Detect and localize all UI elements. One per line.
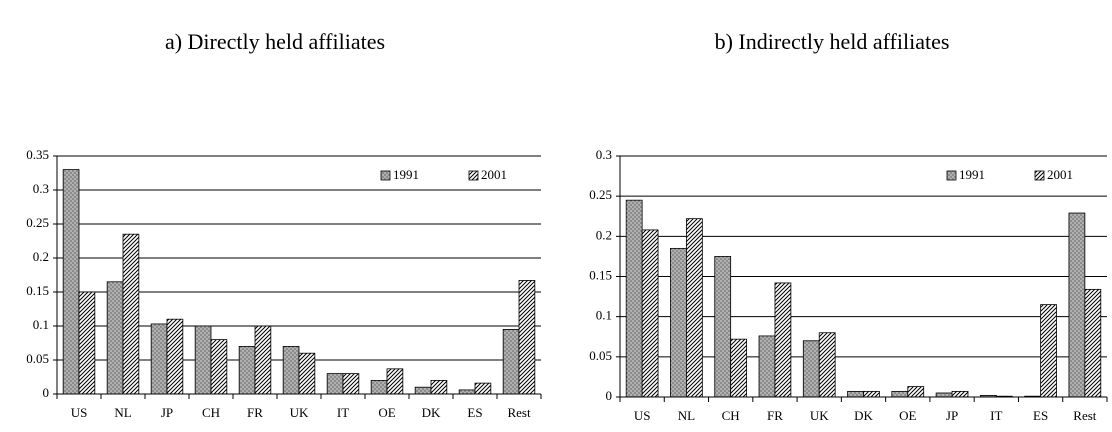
- bar: [194, 325, 212, 395]
- bar: [370, 379, 388, 395]
- y-tick-label: 0.15: [26, 283, 49, 298]
- x-tick-label: JP: [946, 408, 958, 423]
- bar: [78, 291, 96, 395]
- x-tick-label: JP: [161, 405, 173, 420]
- bar: [166, 318, 184, 395]
- bar: [863, 390, 880, 398]
- x-tick-label: US: [634, 408, 651, 423]
- bar: [1084, 288, 1102, 398]
- bar: [298, 352, 316, 395]
- chart-title: b) Indirectly held affiliates: [715, 29, 950, 54]
- y-tick-label: 0.3: [596, 147, 612, 162]
- bar: [686, 218, 703, 398]
- bar: [518, 280, 536, 395]
- bar: [238, 345, 256, 395]
- x-tick-label: NL: [678, 408, 695, 423]
- x-tick-label: FR: [247, 405, 263, 420]
- y-tick-label: 0.2: [596, 227, 612, 242]
- x-tick-label: CH: [202, 405, 220, 420]
- bar: [714, 256, 732, 398]
- y-tick-label: 0: [43, 385, 50, 400]
- y-tick-label: 0.1: [33, 317, 49, 332]
- y-tick-label: 0.05: [26, 351, 49, 366]
- bar: [1068, 212, 1086, 398]
- bar: [122, 233, 140, 395]
- x-tick-label: Rest: [507, 405, 531, 420]
- y-tick-label: 0.25: [26, 215, 49, 230]
- bar: [951, 390, 969, 398]
- legend-label: 2001: [481, 167, 507, 182]
- bar: [210, 339, 228, 395]
- x-tick-label: CH: [722, 408, 740, 423]
- y-tick-label: 0.05: [589, 348, 612, 363]
- bar: [386, 368, 404, 395]
- x-tick-label: ES: [1033, 408, 1048, 423]
- bar: [641, 229, 659, 398]
- x-tick-label: UK: [810, 408, 829, 423]
- y-tick-label: 0.2: [33, 249, 49, 264]
- bar: [326, 373, 344, 395]
- bar: [891, 390, 909, 398]
- x-tick-label: DK: [854, 408, 873, 423]
- bar: [430, 379, 448, 395]
- bar: [106, 281, 124, 395]
- legend-swatch: [380, 170, 391, 181]
- bar: [458, 389, 476, 395]
- chart-title: a) Directly held affiliates: [165, 29, 385, 54]
- x-tick-label: OE: [378, 405, 395, 420]
- legend-label: 1991: [959, 167, 985, 182]
- bar: [847, 390, 864, 398]
- bar: [1040, 304, 1057, 398]
- x-tick-label: OE: [899, 408, 916, 423]
- bar: [502, 328, 520, 395]
- bar: [62, 169, 80, 395]
- legend-swatch: [946, 170, 957, 181]
- bar: [802, 340, 820, 398]
- x-tick-label: FR: [767, 408, 783, 423]
- bar: [282, 345, 300, 395]
- x-tick-label: ES: [467, 405, 482, 420]
- y-tick-label: 0.15: [589, 267, 612, 282]
- y-tick-label: 0.25: [589, 187, 612, 202]
- bar: [907, 386, 925, 398]
- y-tick-label: 0: [606, 388, 613, 403]
- legend-swatch: [1034, 170, 1045, 181]
- bar: [670, 247, 687, 398]
- bar: [150, 323, 168, 395]
- x-tick-label: US: [71, 405, 88, 420]
- x-tick-label: Rest: [1073, 408, 1097, 423]
- legend-swatch: [468, 170, 479, 181]
- bar: [774, 282, 792, 398]
- y-tick-label: 0.3: [33, 181, 49, 196]
- y-tick-label: 0.35: [26, 147, 49, 162]
- bar: [414, 386, 432, 395]
- bar: [818, 332, 836, 398]
- bar: [474, 382, 492, 395]
- bar: [625, 199, 643, 398]
- bar: [254, 325, 272, 395]
- x-tick-label: NL: [114, 405, 131, 420]
- bar: [758, 335, 776, 398]
- x-tick-label: IT: [990, 408, 1002, 423]
- x-tick-label: UK: [290, 405, 309, 420]
- bar: [342, 373, 360, 395]
- y-tick-label: 0.1: [596, 308, 612, 323]
- legend-label: 1991: [393, 167, 419, 182]
- bar: [935, 392, 953, 398]
- legend-label: 2001: [1047, 167, 1073, 182]
- x-tick-label: DK: [422, 405, 441, 420]
- bar: [730, 338, 748, 398]
- x-tick-label: IT: [337, 405, 349, 420]
